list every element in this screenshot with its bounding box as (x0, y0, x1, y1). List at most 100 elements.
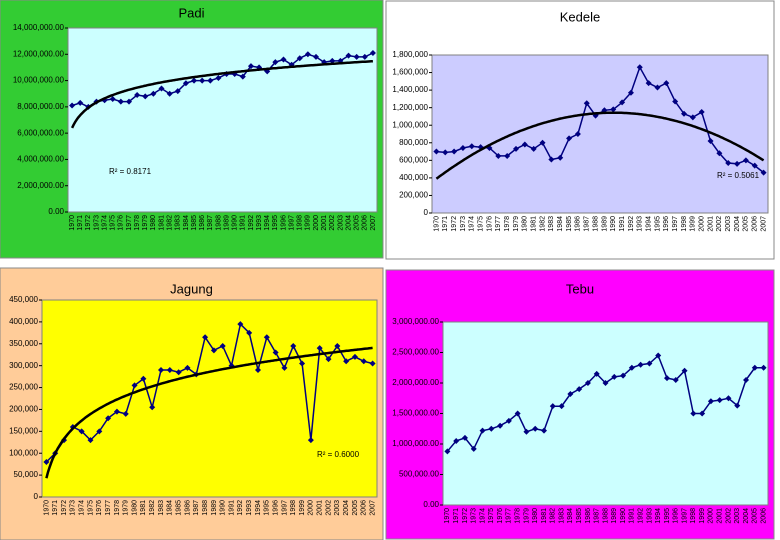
x-tick-label: 1989 (211, 500, 218, 516)
data-point (219, 342, 226, 349)
x-tick-label: 1990 (220, 500, 227, 516)
data-point (557, 154, 564, 161)
x-tick-label: 1998 (681, 216, 688, 232)
data-point (654, 84, 661, 91)
data-point (541, 427, 548, 434)
x-tick-label: 1970 (43, 500, 50, 516)
data-point (109, 95, 116, 102)
x-tick-label: 1978 (114, 500, 121, 516)
x-tick-label: 1981 (140, 500, 147, 516)
x-tick-label: 2000 (708, 508, 715, 524)
y-tick-label: 800,000 (399, 138, 428, 147)
data-point (307, 437, 314, 444)
data-point (479, 427, 486, 434)
y-tick-label: 350,000 (9, 339, 38, 348)
data-point (175, 369, 182, 376)
data-point (567, 390, 574, 397)
data-point (174, 88, 181, 95)
x-tick-label: 1985 (191, 215, 198, 231)
x-tick-label: 1976 (497, 508, 504, 524)
data-point (628, 364, 635, 371)
data-point (117, 98, 124, 105)
x-tick-label: 1975 (477, 216, 484, 232)
data-point (369, 49, 376, 56)
y-tick-label: 3,000,000.00 (392, 317, 439, 326)
x-tick-label: 1986 (575, 216, 582, 232)
x-tick-label: 1997 (681, 508, 688, 524)
data-point (131, 382, 138, 389)
x-tick-label: 2004 (343, 500, 350, 516)
data-point (707, 398, 714, 405)
data-point (602, 380, 609, 386)
y-tick-label: 200,000 (9, 405, 38, 414)
data-point (451, 148, 458, 155)
x-tick-label: 2007 (760, 216, 767, 232)
x-tick-label: 1995 (272, 215, 279, 231)
r-squared: R² = 0.6000 (317, 450, 360, 459)
data-point (329, 57, 336, 64)
x-tick-label: 1979 (142, 215, 149, 231)
x-tick-label: 2006 (760, 508, 767, 524)
y-tick-label: 400,000 (9, 317, 38, 326)
data-point (468, 143, 475, 150)
y-tick-label: 450,000 (9, 295, 38, 304)
y-tick-label: 0.00 (423, 500, 439, 509)
x-tick-label: 1975 (87, 500, 94, 516)
data-point (113, 408, 120, 415)
data-point (325, 356, 332, 363)
x-tick-label: 1994 (655, 508, 662, 524)
x-tick-label: 1995 (264, 500, 271, 516)
data-point (105, 415, 112, 422)
data-point (334, 342, 341, 349)
y-tick-label: 1,600,000 (392, 68, 428, 77)
x-tick-label: 1971 (442, 216, 449, 232)
y-tick-label: 0.00 (48, 207, 64, 216)
data-point (751, 162, 758, 169)
x-tick-label: 2005 (743, 216, 750, 232)
x-tick-label: 1990 (620, 508, 627, 524)
x-tick-label: 2002 (716, 216, 723, 232)
x-tick-label: 1978 (504, 216, 511, 232)
data-point (672, 376, 679, 383)
y-tick-label: 2,000,000.00 (17, 181, 64, 190)
trend-line (45, 346, 373, 479)
data-point (539, 139, 546, 146)
data-point (636, 64, 643, 71)
x-tick-label: 2001 (317, 500, 324, 516)
x-tick-label: 1989 (601, 216, 608, 232)
data-point (343, 358, 350, 365)
data-point (593, 370, 600, 377)
data-point (263, 334, 270, 341)
x-tick-label: 1999 (305, 215, 312, 231)
x-tick-label: 1997 (288, 215, 295, 231)
x-tick-label: 1976 (118, 215, 125, 231)
data-point (734, 160, 741, 167)
x-tick-label: 1972 (61, 500, 68, 516)
x-tick-label: 1972 (451, 216, 458, 232)
x-tick-label: 1976 (486, 216, 493, 232)
x-tick-label: 1973 (70, 500, 77, 516)
x-tick-label: 1995 (664, 508, 671, 524)
data-point (166, 367, 173, 374)
x-tick-label: 1996 (272, 500, 279, 516)
data-point (716, 397, 723, 404)
x-tick-label: 1975 (110, 215, 117, 231)
data-point (150, 90, 157, 97)
data-point (239, 73, 246, 80)
data-point (280, 56, 287, 63)
data-point (304, 51, 311, 58)
x-tick-label: 2005 (352, 500, 359, 516)
x-tick-label: 1998 (690, 508, 697, 524)
data-point (549, 403, 556, 410)
data-point (760, 169, 767, 176)
data-point (505, 417, 512, 424)
x-tick-label: 1975 (488, 508, 495, 524)
data-point (725, 395, 732, 402)
plot-area (67, 27, 378, 213)
y-tick-label: 100,000 (9, 448, 38, 457)
x-tick-label: 1999 (699, 508, 706, 524)
x-tick-label: 2007 (369, 500, 376, 516)
data-point (743, 376, 750, 383)
chart-title: Jagung (170, 281, 213, 296)
data-point (645, 80, 652, 87)
